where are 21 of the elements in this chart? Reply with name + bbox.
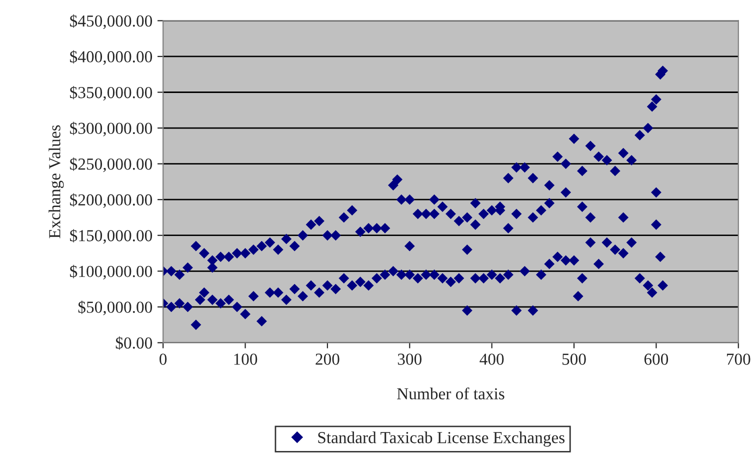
y-tick-label: $350,000.00 xyxy=(70,86,152,101)
legend-label: Standard Taxicab License Exchanges xyxy=(318,432,565,447)
y-tick-label: $250,000.00 xyxy=(70,158,152,172)
y-tick-label: $150,000.00 xyxy=(70,229,152,244)
x-tick-label: 400 xyxy=(480,354,504,365)
y-tick-label: $200,000.00 xyxy=(70,193,152,208)
x-tick-label: 100 xyxy=(234,354,258,365)
x-tick-label: 300 xyxy=(398,354,422,365)
y-tick-label: $100,000.00 xyxy=(70,264,152,280)
x-axis-title: Number of taxis xyxy=(397,388,504,400)
y-tick-label: $0.00 xyxy=(116,336,152,350)
y-axis-title: Exchange Values xyxy=(48,125,64,238)
x-tick-label: 0 xyxy=(160,354,167,365)
y-tick-label: $50,000.00 xyxy=(78,300,152,316)
y-tick-label: $300,000.00 xyxy=(70,122,152,136)
x-tick-label: 500 xyxy=(562,354,586,365)
x-tick-label: 700 xyxy=(726,354,750,365)
x-tick-label: 600 xyxy=(644,354,668,365)
y-tick-label: $400,000.00 xyxy=(70,50,152,65)
x-tick-label: 200 xyxy=(316,354,340,365)
y-tick-label: $450,000.00 xyxy=(70,14,152,30)
